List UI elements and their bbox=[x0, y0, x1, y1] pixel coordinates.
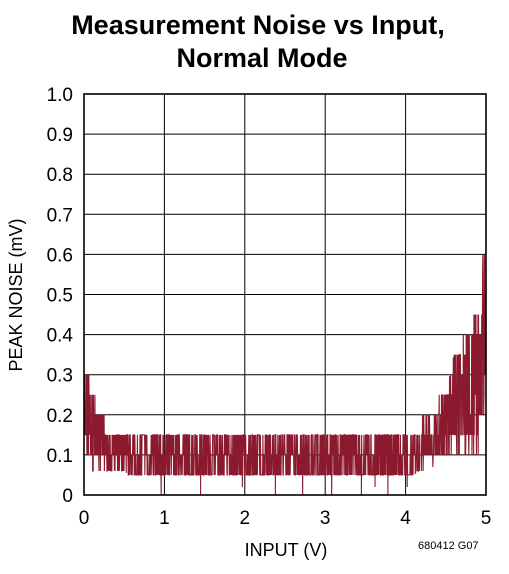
y-tick-label-5: 0.5 bbox=[47, 286, 73, 307]
x-tick-labels: 0 1 2 3 4 5 bbox=[79, 508, 492, 529]
chart-title-line-1: Measurement Noise vs Input, bbox=[71, 10, 445, 40]
y-tick-label-1: 0.1 bbox=[47, 446, 73, 467]
y-tick-label-10: 1.0 bbox=[47, 85, 73, 106]
series-line-0 bbox=[83, 254, 487, 496]
y-tick-label-9: 0.9 bbox=[47, 125, 73, 146]
y-tick-label-8: 0.8 bbox=[47, 165, 73, 186]
chart-title-line-2: Normal Mode bbox=[176, 43, 347, 73]
x-tick-label-3: 3 bbox=[320, 508, 331, 529]
data-series bbox=[83, 254, 487, 496]
y-tick-labels: 0 0.1 0.2 0.3 0.4 0.5 0.6 0.7 0.8 0.9 1.0 bbox=[47, 85, 74, 507]
y-tick-label-2: 0.2 bbox=[47, 406, 73, 427]
x-tick-label-1: 1 bbox=[159, 508, 170, 529]
x-tick-label-5: 5 bbox=[481, 508, 492, 529]
x-tick-label-4: 4 bbox=[400, 508, 411, 529]
x-tick-label-2: 2 bbox=[240, 508, 251, 529]
plot-frame bbox=[83, 93, 487, 496]
x-axis-label: INPUT (V) bbox=[245, 540, 328, 560]
figure-code: 680412 G07 bbox=[418, 540, 479, 552]
y-axis-label: PEAK NOISE (mV) bbox=[6, 218, 26, 371]
y-tick-label-4: 0.4 bbox=[47, 326, 74, 347]
x-tick-label-0: 0 bbox=[79, 508, 90, 529]
y-tick-label-7: 0.7 bbox=[47, 205, 73, 226]
y-tick-label-3: 0.3 bbox=[47, 366, 73, 387]
y-tick-label-0: 0 bbox=[62, 486, 73, 507]
y-tick-label-6: 0.6 bbox=[47, 245, 73, 266]
